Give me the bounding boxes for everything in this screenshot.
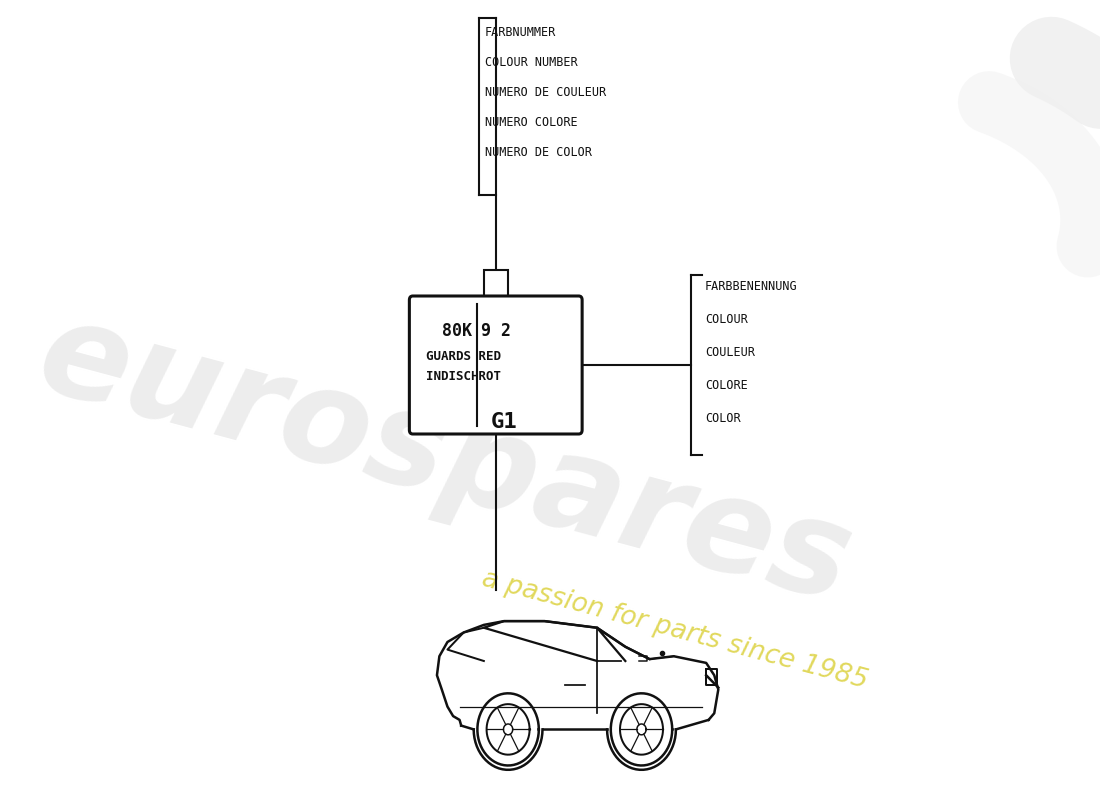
Text: a passion for parts since 1985: a passion for parts since 1985 bbox=[478, 566, 870, 694]
Bar bbox=[484, 270, 508, 300]
Text: 9 2: 9 2 bbox=[481, 322, 510, 340]
Text: 80K: 80K bbox=[442, 322, 472, 340]
Text: NUMERO COLORE: NUMERO COLORE bbox=[485, 116, 578, 129]
Text: NUMERO DE COULEUR: NUMERO DE COULEUR bbox=[485, 86, 606, 99]
Text: GUARDS RED: GUARDS RED bbox=[426, 350, 500, 363]
Text: FARBBENENNUNG: FARBBENENNUNG bbox=[705, 280, 798, 293]
Text: COLOUR NUMBER: COLOUR NUMBER bbox=[485, 56, 578, 69]
Text: INDISCHROT: INDISCHROT bbox=[426, 370, 500, 383]
Text: NUMERO DE COLOR: NUMERO DE COLOR bbox=[485, 146, 592, 159]
Text: eurospares: eurospares bbox=[25, 290, 865, 630]
Text: G1: G1 bbox=[491, 412, 518, 432]
Text: COULEUR: COULEUR bbox=[705, 346, 755, 359]
Text: COLORE: COLORE bbox=[705, 379, 748, 392]
Text: FARBNUMMER: FARBNUMMER bbox=[485, 26, 556, 39]
Text: COLOR: COLOR bbox=[705, 412, 740, 425]
FancyBboxPatch shape bbox=[409, 296, 582, 434]
Text: COLOUR: COLOUR bbox=[705, 313, 748, 326]
